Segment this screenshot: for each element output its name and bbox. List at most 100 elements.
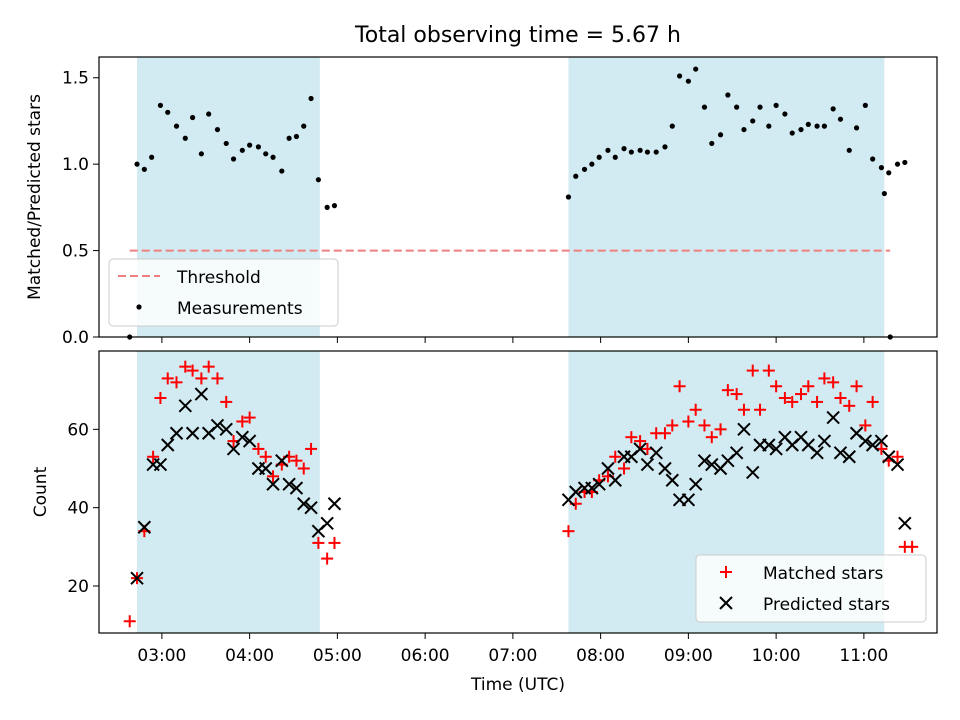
measurement-point <box>301 123 307 129</box>
matched-star-point <box>220 395 233 408</box>
measurement-point <box>263 151 269 157</box>
predicted-star-point <box>658 461 672 476</box>
measurement-point <box>581 166 588 172</box>
measurement-point <box>605 147 611 153</box>
predicted-star-point <box>297 497 311 511</box>
measurement-point <box>141 166 147 172</box>
measurement-point <box>596 154 602 160</box>
matched-star-point <box>236 415 249 428</box>
matched-star-point <box>161 372 174 385</box>
predicted-star-point <box>833 446 848 460</box>
measurement-point <box>331 203 338 209</box>
predicted-star-point <box>810 446 824 460</box>
count-legend-box <box>695 554 927 623</box>
y-tick-label: 20 <box>67 577 89 597</box>
measurement-point <box>134 161 140 167</box>
measurement-point <box>878 165 885 171</box>
measurement-point <box>881 190 887 197</box>
measurement-point <box>902 159 908 166</box>
x-tick-label: 04:00 <box>225 646 274 666</box>
predicted-star-point <box>289 481 304 495</box>
matched-star-point <box>698 419 711 432</box>
predicted-star-point <box>898 516 912 531</box>
predicted-star-point <box>697 453 712 468</box>
chart-title: Total observing time = 5.67 h <box>354 23 681 48</box>
x-tick-label: 08:00 <box>576 646 625 666</box>
matched-star-point <box>179 360 192 373</box>
measurement-point <box>628 149 634 155</box>
measurement-point <box>308 95 314 102</box>
measurement-point <box>773 102 779 108</box>
x-tick-label: 05:00 <box>313 646 362 666</box>
time-x-ticks: 03:00 04:00 05:00 06:00 07:00 08:00 09:00 10:00… <box>137 633 888 666</box>
matched-star-point <box>305 442 318 455</box>
measurement-point <box>750 118 756 124</box>
measurement-point <box>644 149 651 155</box>
measurement-point <box>214 126 221 133</box>
measurement-points <box>127 66 908 340</box>
matched-star-point <box>827 376 840 389</box>
predicted-star-point <box>826 410 840 425</box>
matched-star-point <box>746 364 759 377</box>
predicted-star-point <box>569 485 583 499</box>
predicted-star-point <box>608 473 622 487</box>
matched-star-point <box>634 435 647 448</box>
measurement-point <box>165 109 171 115</box>
measurement-point <box>612 154 618 160</box>
predicted-star-point <box>874 434 889 448</box>
measurement-point <box>805 121 811 128</box>
predicted-star-point <box>178 399 192 413</box>
matched-star-point <box>689 403 702 416</box>
predicted-star-point <box>633 442 647 456</box>
measurement-point <box>279 168 285 174</box>
matched-star-point <box>754 403 767 416</box>
legend-measurements-label: Measurements <box>177 299 303 319</box>
measurement-point <box>293 133 300 140</box>
measurement-point <box>198 151 204 157</box>
measurement-point <box>757 104 763 110</box>
matched-star-point <box>682 415 695 428</box>
predicted-star-point <box>585 481 599 495</box>
matched-star-point <box>259 450 272 463</box>
predicted-star-point <box>242 434 257 448</box>
predicted-star-point <box>130 571 144 585</box>
measurement-point <box>315 177 321 183</box>
matched-star-point <box>866 395 879 408</box>
measurement-point <box>821 123 827 129</box>
matched-star-point <box>811 395 824 408</box>
matched-star-point <box>778 392 791 404</box>
matched-star-point <box>267 470 280 483</box>
measurement-point <box>189 114 196 121</box>
predicted-star-point <box>210 418 225 433</box>
y-tick-label: 0.0 <box>62 328 89 348</box>
matched-star-point <box>562 525 575 538</box>
x-tick-label: 07:00 <box>488 646 537 666</box>
predicted-star-point <box>688 477 703 491</box>
legend-measurements-swatch <box>136 304 142 310</box>
matched-star-point <box>834 392 847 404</box>
ratio-y-axis-label: Matched/Predicted stars <box>25 94 45 300</box>
measurement-point <box>637 147 643 153</box>
predicted-star-point <box>169 426 184 440</box>
matched-star-point <box>211 372 224 385</box>
predicted-star-point <box>640 457 655 472</box>
y-tick-label: 40 <box>67 499 89 519</box>
predicted-star-point <box>865 438 880 452</box>
y-tick-label: 60 <box>67 420 89 440</box>
ratio-legend: Threshold Measurements <box>108 258 339 327</box>
time-x-axis-label: Time (UTC) <box>470 675 565 695</box>
measurement-point <box>685 78 691 84</box>
count-panel: 20 40 60 03:00 04:00 05:00 06:00 07:00 08:00 09:… <box>31 350 938 695</box>
matched-star-point <box>658 427 671 440</box>
y-tick-label: 1.5 <box>62 69 89 89</box>
measurement-point <box>255 144 262 150</box>
matched-star-point <box>770 380 783 393</box>
predicted-star-point <box>275 453 289 468</box>
measurement-point <box>789 130 795 136</box>
predicted-star-point <box>817 434 832 448</box>
measurement-point <box>621 146 627 152</box>
measurement-point <box>286 135 292 141</box>
measurement-point <box>662 144 668 150</box>
matched-star-point <box>186 364 199 377</box>
predicted-star-point <box>226 442 241 456</box>
